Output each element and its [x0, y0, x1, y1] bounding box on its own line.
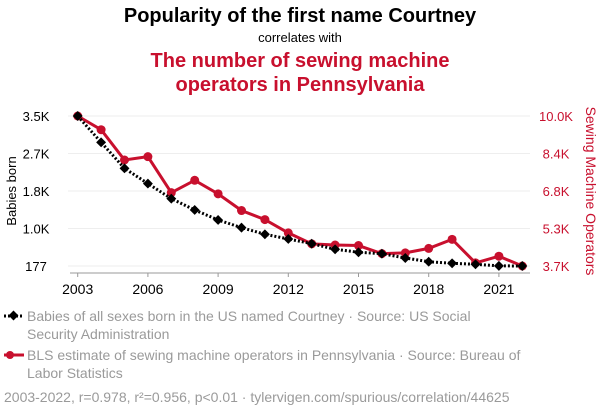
sewing-point: [213, 189, 223, 199]
babies-point: [353, 247, 364, 258]
y-tick-label-right: 8.4K: [543, 147, 570, 162]
y-tick-label-left: 1.0K: [23, 221, 50, 236]
babies-point: [400, 253, 411, 263]
chart-title: Popularity of the first name Courtney: [124, 5, 477, 27]
y-axis-label-left: Babies born: [4, 156, 19, 225]
x-tick-label: 2003: [62, 281, 93, 297]
y-tick-label-right: 6.8K: [543, 184, 570, 199]
babies-point: [142, 178, 153, 189]
x-tick-label: 2009: [203, 281, 234, 297]
babies-point: [470, 259, 481, 270]
babies-point: [447, 258, 458, 269]
y-tick-label-right: 10.0K: [539, 109, 573, 124]
babies-point: [376, 248, 387, 259]
babies-point: [236, 222, 247, 233]
sewing-point: [190, 175, 200, 185]
y-tick-label-left: 1.8K: [23, 184, 50, 199]
sewing-point: [283, 228, 293, 238]
y-tick-label-left: 2.7K: [23, 147, 50, 162]
babies-point: [189, 205, 200, 215]
y-tick-label-left: 177: [25, 259, 47, 274]
babies-point: [259, 229, 270, 240]
chart-title2-line2: operators in Pennsylvania: [176, 74, 426, 96]
chart-subtitle: correlates with: [258, 30, 342, 45]
x-tick-label: 2012: [273, 281, 304, 297]
babies-point: [306, 238, 317, 249]
sewing-point: [120, 155, 129, 165]
y-axis-label-right: Sewing Machine Operators: [583, 107, 599, 276]
sewing-point: [143, 152, 153, 162]
babies-point: [166, 193, 177, 204]
sewing-point: [447, 234, 457, 244]
babies-point: [72, 111, 83, 121]
x-tick-label: 2015: [343, 281, 374, 297]
sewing-point: [424, 243, 434, 253]
sewing-point: [494, 251, 504, 261]
legend-item-babies: Babies of all sexes born in the US named…: [4, 308, 471, 342]
babies-point: [283, 234, 294, 244]
x-tick-label: 2018: [413, 281, 444, 297]
footer-stats: 2003-2022, r=0.978, r²=0.956, p<0.01 · t…: [4, 389, 510, 405]
sewing-point: [96, 125, 106, 135]
y-tick-label-right: 5.3K: [543, 222, 570, 237]
x-tick-label: 2021: [483, 281, 514, 297]
sewing-point: [354, 241, 363, 251]
y-tick-label-right: 3.7K: [543, 259, 570, 274]
sewing-point: [166, 188, 176, 198]
babies-point: [517, 261, 528, 271]
chart-title2-line1: The number of sewing machine: [151, 50, 450, 72]
babies-point: [423, 256, 434, 267]
sewing-point: [237, 206, 246, 216]
sewing-point: [260, 215, 270, 225]
babies-point: [96, 137, 107, 148]
legend-text: Labor Statistics: [27, 365, 123, 381]
y-tick-label-left: 3.5K: [23, 109, 50, 124]
babies-point: [330, 244, 341, 255]
legend-item-sewing: BLS estimate of sewing machine operators…: [4, 347, 520, 381]
babies-point: [213, 215, 224, 225]
x-tick-label: 2006: [132, 281, 163, 297]
babies-point: [119, 163, 130, 174]
legend-text: Security Administration: [27, 326, 169, 342]
legend-text: BLS estimate of sewing machine operators…: [27, 347, 520, 363]
legend-text: Babies of all sexes born in the US named…: [27, 308, 471, 324]
sewing-point: [400, 248, 410, 258]
babies-point: [493, 260, 504, 271]
